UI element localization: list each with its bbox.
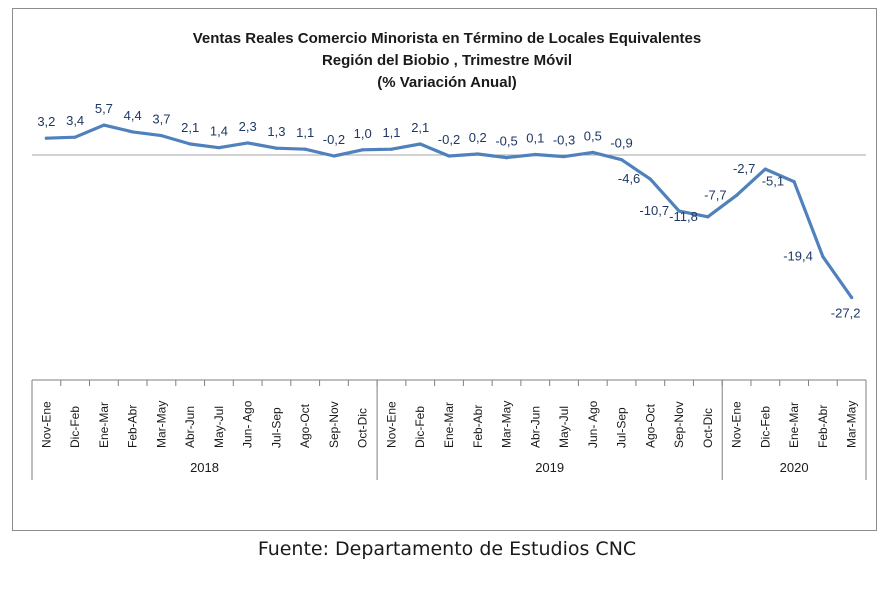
category-tick-label: Mar-May [845, 401, 859, 448]
data-label: 1,0 [354, 126, 372, 141]
data-label: -11,8 [669, 209, 698, 224]
data-point [217, 146, 221, 150]
category-tick-label: Feb-Abr [816, 405, 830, 448]
category-tick-label: Abr-Jun [528, 406, 542, 448]
data-point [591, 150, 595, 154]
data-point [389, 147, 394, 151]
category-tick-label: Mar-May [154, 401, 168, 448]
data-label: 0,2 [469, 130, 487, 145]
data-point [188, 142, 192, 146]
data-label: 3,2 [37, 114, 55, 129]
series-line [44, 123, 854, 300]
data-point [677, 209, 681, 213]
data-label: 1,1 [382, 125, 400, 140]
category-tick-label: Feb-Abr [126, 405, 140, 448]
data-label: 4,4 [124, 108, 142, 123]
year-label: 2020 [780, 460, 809, 475]
data-point [159, 134, 164, 138]
data-label: 2,3 [239, 119, 257, 134]
data-point [706, 215, 710, 219]
category-tick-label: Feb-Abr [471, 405, 485, 448]
category-tick-label: Sep-Nov [327, 401, 341, 448]
data-point [73, 135, 77, 139]
data-label: -0,2 [323, 132, 345, 147]
data-label: 3,4 [66, 113, 84, 128]
category-tick-label: Ene-Mar [787, 402, 801, 448]
category-tick-label: Jul-Sep [615, 407, 629, 448]
data-label: -19,4 [783, 249, 813, 264]
category-tick-label: Dic-Feb [413, 406, 427, 448]
data-point [504, 156, 509, 160]
category-tick-label: May-Jul [212, 406, 226, 448]
data-point [562, 154, 566, 159]
year-label: 2018 [190, 460, 219, 475]
category-tick-label: Abr-Jun [183, 406, 197, 448]
category-tick-label: Jun- Ago [241, 400, 255, 448]
data-point [533, 152, 537, 157]
data-point [850, 295, 854, 300]
category-tick-label: Jul-Sep [269, 407, 283, 448]
data-label: -10,7 [639, 203, 669, 218]
data-point [102, 123, 106, 127]
data-label: 2,1 [411, 120, 429, 135]
data-label: 0,1 [526, 130, 544, 145]
data-label: 2,1 [181, 120, 199, 135]
data-label: -0,3 [553, 133, 575, 148]
data-point [792, 180, 796, 184]
chart-title-line-3: (% Variación Anual) [377, 74, 517, 91]
chart-title-line-1: Ventas Reales Comercio Minorista en Térm… [192, 30, 702, 47]
data-label: 1,3 [267, 124, 285, 139]
data-point [361, 148, 365, 152]
data-label: -0,9 [610, 136, 632, 151]
data-label: -0,2 [438, 132, 460, 147]
category-tick-label: Ene-Mar [97, 402, 111, 448]
category-tick-label: Oct-Dic [356, 408, 370, 448]
data-point [274, 146, 279, 150]
source-note: Fuente: Departamento de Estudios CNC [257, 538, 637, 560]
category-tick-label: Nov-Ene [384, 401, 398, 448]
category-tick-label: Dic-Feb [68, 406, 82, 448]
data-label: -7,7 [704, 187, 726, 202]
data-point [246, 141, 250, 145]
category-tick-label: Jun- Ago [586, 400, 600, 448]
year-label: 2019 [535, 460, 564, 475]
category-tick-label: Dic-Feb [758, 406, 772, 448]
data-point [303, 147, 307, 151]
data-label: -5,1 [762, 174, 784, 189]
category-tick-label: Oct-Dic [701, 408, 715, 448]
data-point [332, 154, 336, 158]
data-point [131, 130, 135, 134]
category-tick-label: Ene-Mar [442, 402, 456, 448]
data-label: -2,7 [733, 161, 755, 176]
chart-title-line-2: Región del Biobio , Trimestre Móvil [321, 52, 573, 69]
data-label: -0,5 [495, 134, 517, 149]
data-point [648, 177, 652, 181]
data-point [476, 152, 480, 156]
data-label: 5,7 [95, 101, 113, 116]
data-point [44, 136, 48, 140]
category-tick-label: May-Jul [557, 406, 571, 448]
data-label: -4,6 [618, 171, 640, 186]
data-point [418, 142, 422, 146]
data-point [447, 154, 451, 158]
chart-frame [12, 8, 877, 531]
category-tick-label: Ago-Oct [643, 403, 657, 448]
category-tick-label: Nov-Ene [39, 401, 53, 448]
data-label: -27,2 [831, 306, 861, 321]
data-point [734, 193, 739, 197]
category-tick-label: Mar-May [500, 401, 514, 448]
category-tick-label: Nov-Ene [730, 401, 744, 448]
data-point [821, 255, 825, 259]
data-label: 0,5 [584, 128, 602, 143]
data-label: 1,4 [210, 124, 228, 139]
data-label: 3,7 [152, 112, 170, 127]
category-tick-label: Sep-Nov [672, 401, 686, 448]
data-point [763, 167, 767, 171]
data-point [619, 158, 624, 162]
category-tick-label: Ago-Oct [298, 403, 312, 448]
data-label: 1,1 [296, 125, 314, 140]
